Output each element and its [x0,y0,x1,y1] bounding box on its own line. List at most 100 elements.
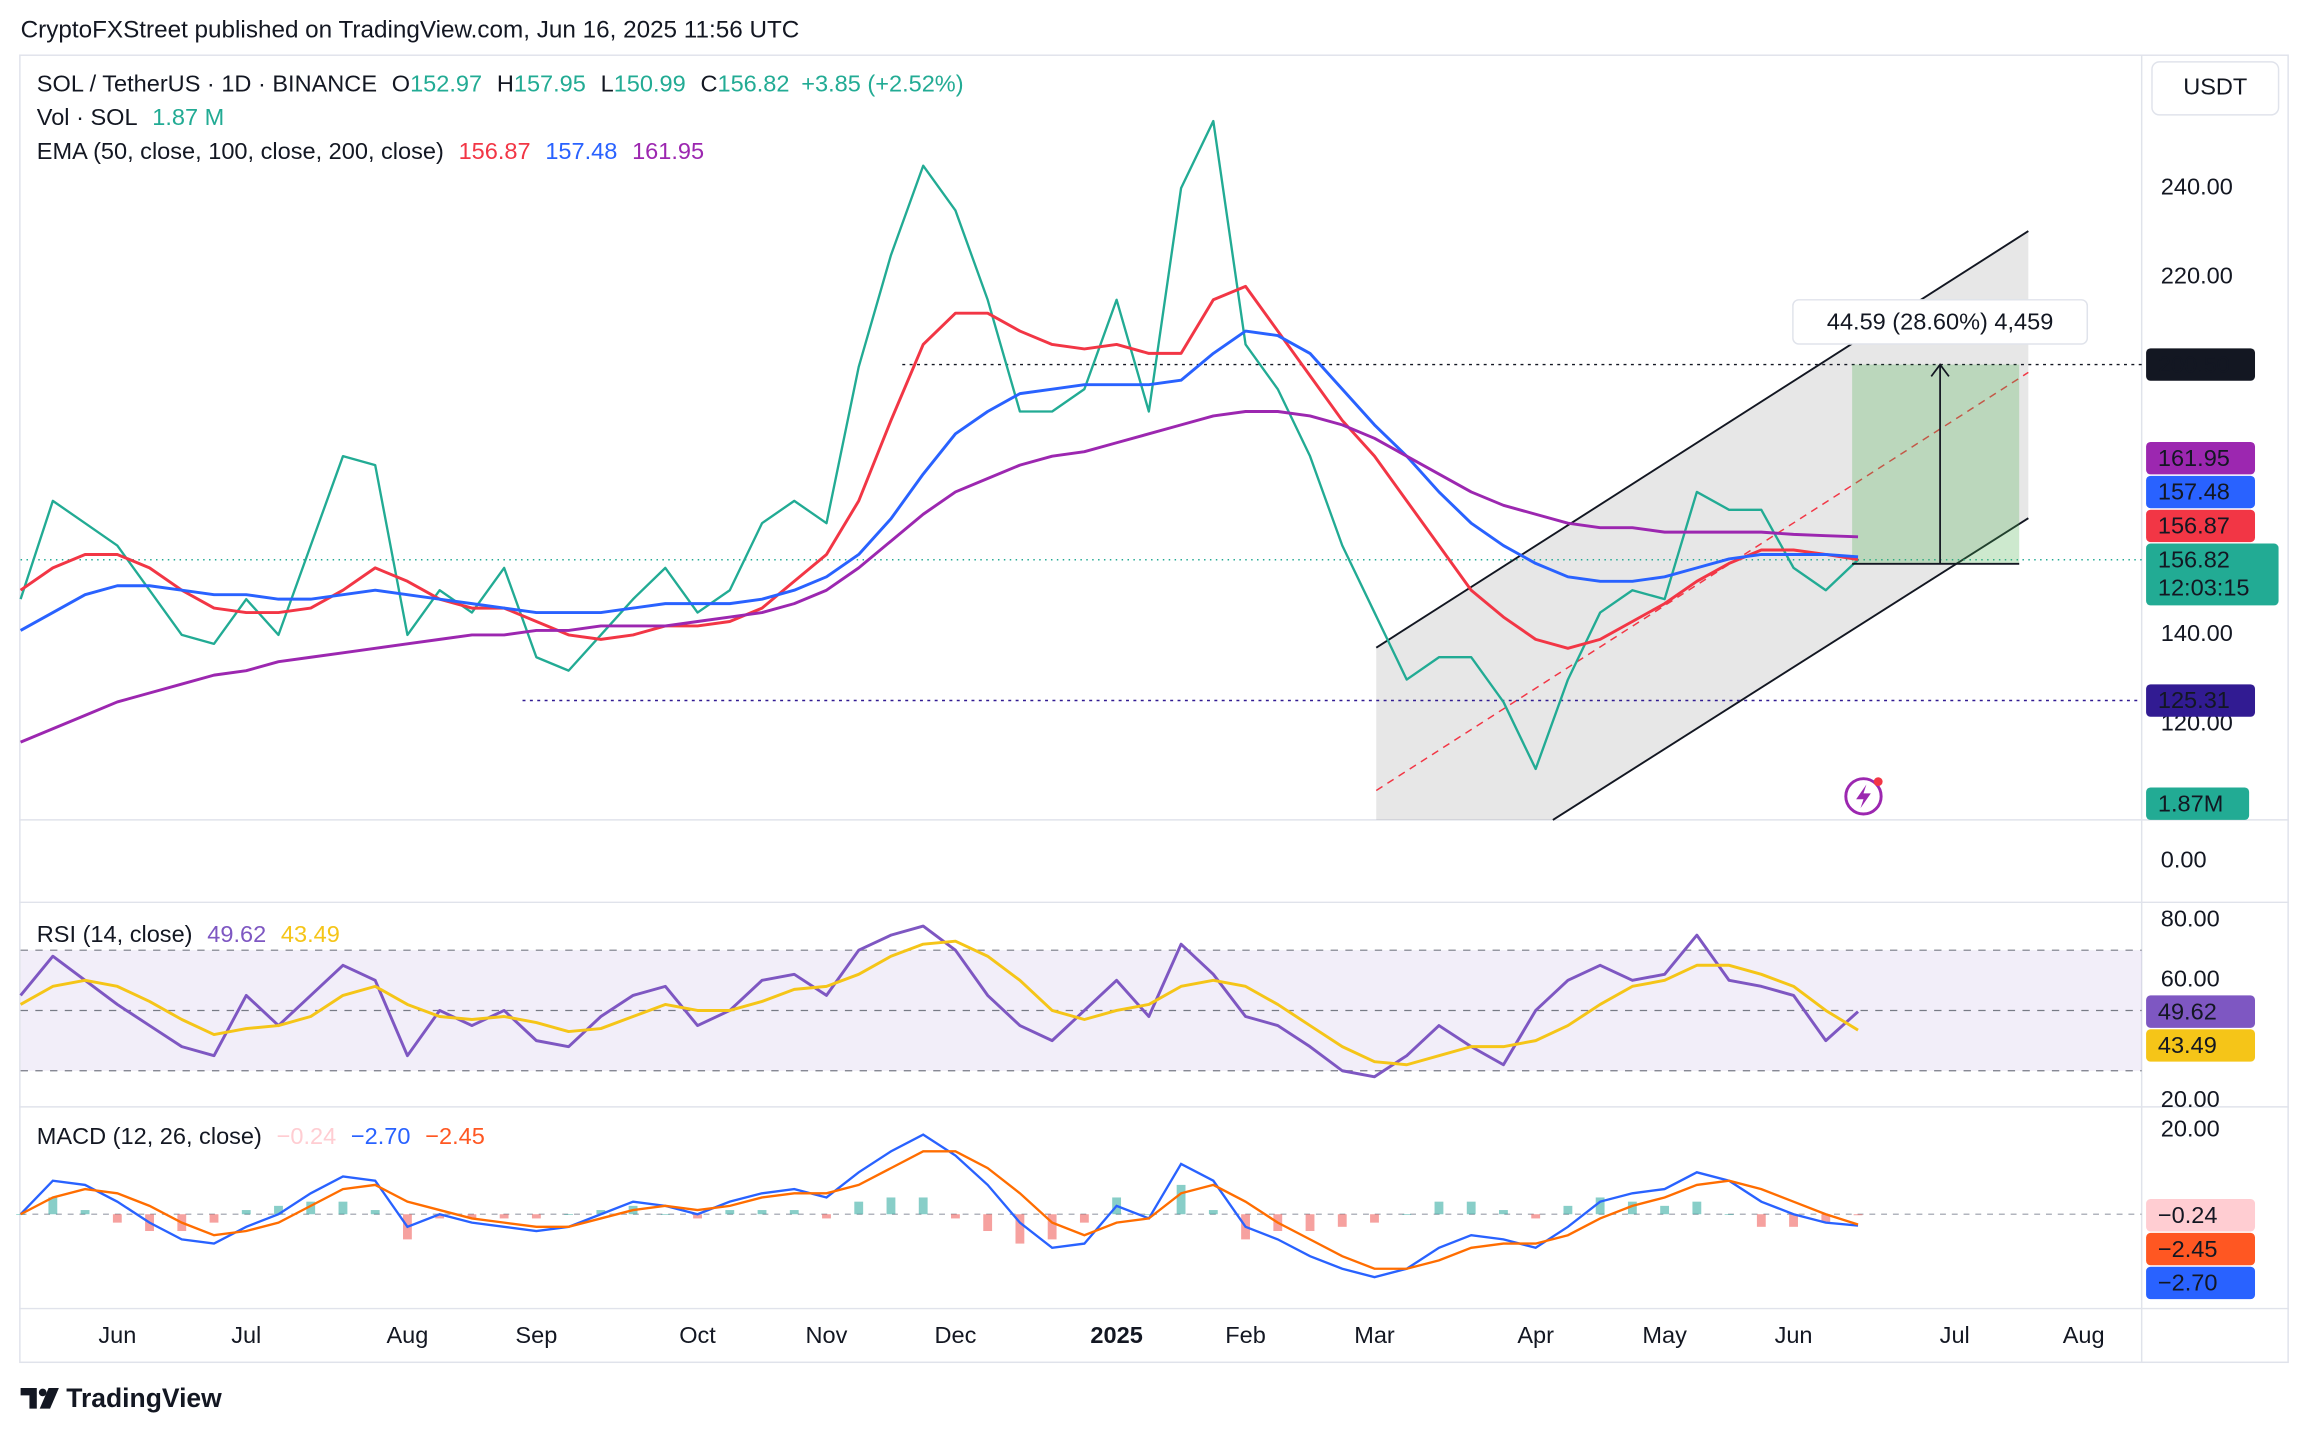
histogram-bar [435,1214,445,1219]
measure-label-box [1792,299,2089,345]
histogram-bar [1434,1201,1444,1215]
histogram-bar [209,1214,219,1223]
histogram-bar [48,1197,58,1215]
y-tick-label: 20.00 [2161,1086,2220,1112]
histogram-bar [1724,1214,1734,1215]
x-tick-label: Sep [515,1322,557,1348]
price-badge [2146,1029,2256,1062]
histogram-bar [1756,1214,1766,1227]
histogram-bar [1144,1214,1154,1215]
brand-logo [20,1388,59,1409]
measure-box [1852,364,2020,564]
badge-label: 49.62 [2158,998,2217,1024]
histogram-bar [338,1201,348,1215]
histogram-bar [1499,1210,1508,1215]
histogram-bar [757,1210,767,1215]
histogram-bar [854,1201,864,1215]
currency[interactable]: USDT [2183,74,2247,100]
histogram-bar [80,1210,90,1215]
histogram-bar [822,1214,831,1219]
series-line [19,329,1859,632]
x-tick-label: Jun [1775,1322,1813,1348]
badge-label: 157.48 [2158,479,2230,505]
events-dot [1873,777,1883,787]
volume-legend: Vol · SOL 1.87 M [37,104,225,130]
histogram-bar [1789,1214,1798,1227]
histogram-bar [531,1214,541,1219]
change: +3.85 (+2.52%) [801,71,963,97]
measure-label: 44.59 (28.60%) 4,459 [1827,309,2053,335]
logo-part [20,1388,37,1409]
histogram-bar [1079,1214,1089,1223]
price-badge [2146,543,2279,606]
price-badge [2146,995,2256,1028]
series-line [19,939,1859,1067]
x-tick-label: Jul [231,1322,261,1348]
marks-layer [16,119,1863,1279]
histogram-bar [1821,1214,1831,1223]
price-badge [2146,1266,2256,1300]
macd-value: −2.70 [351,1123,411,1149]
histogram-bar [1305,1214,1315,1232]
histogram-bar [789,1210,799,1215]
series-line [19,1133,1859,1279]
badge-label: 161.95 [2158,445,2230,471]
price-badge [2146,348,2256,381]
badge-label: 200.50 [2158,351,2230,377]
histogram-bar [1563,1205,1573,1215]
histogram-bar [1047,1214,1057,1240]
histogram-bar [1402,1214,1412,1215]
currency-box[interactable] [2151,61,2280,116]
price-badge [2146,441,2256,475]
histogram-bar [886,1197,896,1215]
ema-value: 161.95 [632,138,704,164]
x-tick-label: 2025 [1090,1322,1142,1348]
y-tick-label: 80.00 [2161,905,2220,931]
badge-label: 43.49 [2158,1032,2217,1058]
series-line [19,119,1859,771]
x-tick-label: Dec [934,1322,976,1348]
series-line [20,410,1859,744]
measure-arrowhead [1930,363,1950,377]
histogram-bar [660,1214,670,1215]
histogram-bar [16,1214,26,1215]
price-badge [2146,509,2256,543]
histogram-bar [467,1214,477,1219]
histogram-bar [1015,1214,1025,1244]
histogram-bar [370,1210,380,1215]
x-tick-label: Apr [1517,1322,1554,1348]
x-tick-label: Feb [1225,1322,1266,1348]
badge-label: 156.82 [2158,546,2230,572]
rsi-value: 49.62 [207,921,266,947]
y-tick-label: 220.00 [2161,263,2233,289]
histogram-bar [596,1210,606,1215]
ohlc-label: C [700,71,717,97]
x-tick-label: Mar [1354,1322,1395,1348]
y-tick-label: 20.00 [2161,1116,2220,1142]
histogram-bar [564,1214,574,1215]
badge-label: −2.70 [2158,1270,2218,1296]
events-icon-bolt [1856,784,1871,809]
volume-axis-label: 0.00 [2161,846,2207,872]
ema-title: EMA (50, close, 100, close, 200, close) [37,138,444,164]
chart-frame [19,54,2289,1364]
y-tick-label: 240.00 [2161,173,2233,199]
series-line [20,1150,1859,1270]
histogram-bar [1692,1201,1702,1215]
badge-countdown: 12:03:15 [2158,574,2250,600]
badge-label: −2.45 [2158,1236,2218,1262]
histogram-bar [693,1214,702,1219]
ema-legend: EMA (50, close, 100, close, 200, close) 1… [37,138,704,164]
x-tick-label: Aug [2063,1322,2105,1348]
histogram-bar [918,1197,928,1215]
symbol: SOL / TetherUS · 1D · BINANCE [37,71,377,97]
publisher-line: CryptoFXStreet published on TradingView.… [21,16,800,43]
price-badge [2146,684,2256,717]
macd-legend: MACD (12, 26, close) −0.24 −2.70 −2.45 [37,1123,485,1149]
histogram-bar [1595,1197,1605,1215]
histogram-bar [1853,1214,1863,1216]
volume-value: 1.87 M [152,104,224,130]
volume-badge-label: 1.87M [2158,790,2223,816]
x-tick-label: Aug [386,1322,428,1348]
